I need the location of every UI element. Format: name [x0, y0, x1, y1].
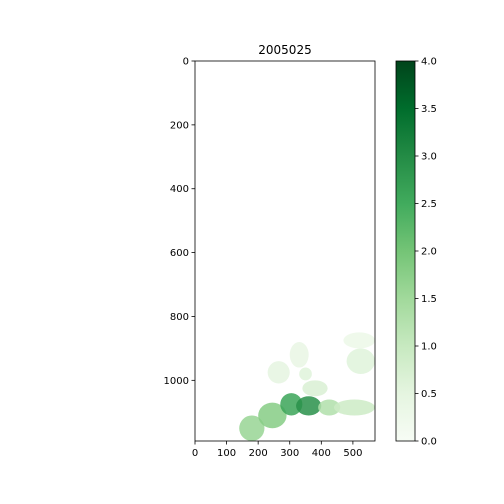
plot-frame [194, 60, 376, 442]
colorbar: 0.0 0.5 1.0 1.5 2.0 2.5 3.0 3.5 4.0 [395, 57, 437, 448]
colorbar-tick-label: 2.5 [421, 199, 437, 210]
y-tick-label: 800 [170, 312, 189, 323]
y-axis: 0 200 400 600 800 1000 [164, 57, 195, 387]
y-tick-label: 200 [170, 120, 189, 131]
colorbar-tick-label: 0.0 [421, 437, 437, 448]
heatmap-region [296, 396, 322, 416]
y-tick-label: 600 [170, 248, 189, 259]
heatmap-area: 0 100 200 300 400 500 0 200 400 600 800 1000 [164, 57, 376, 459]
colorbar-tick-label: 3.0 [421, 152, 437, 163]
heatmap-region [267, 361, 290, 384]
colorbar-tick-label: 1.5 [421, 294, 437, 305]
plot-background [195, 61, 375, 441]
colorbar-tick-label: 3.5 [421, 104, 437, 115]
heatmap-region [302, 380, 328, 397]
colorbar-tick-label: 4.0 [421, 57, 437, 68]
x-tick-label: 500 [343, 448, 362, 459]
heatmap-region [258, 402, 287, 429]
heatmap-region [239, 415, 265, 441]
x-axis: 0 100 200 300 400 500 [192, 441, 362, 459]
x-tick-label: 0 [192, 448, 198, 459]
y-tick-label: 0 [183, 57, 189, 68]
colorbar-tick-label: 0.5 [421, 389, 437, 400]
heatmap-region [280, 393, 303, 416]
colorbar-gradient [395, 60, 416, 442]
colorbar-tick-label: 1.0 [421, 342, 437, 353]
heatmap-region [289, 342, 309, 368]
heatmap-region [318, 399, 341, 416]
colorbar-tick-label: 2.0 [421, 247, 437, 258]
chart-title: 2005025 [258, 43, 311, 57]
y-tick-label: 400 [170, 184, 189, 195]
heatmap-region [346, 348, 375, 374]
x-tick-label: 100 [217, 448, 236, 459]
x-tick-label: 200 [249, 448, 268, 459]
heatmap-region [299, 367, 312, 381]
heatmap-region [333, 399, 375, 416]
y-tick-label: 1000 [164, 376, 189, 387]
heatmap-region [343, 332, 375, 349]
x-tick-label: 300 [280, 448, 299, 459]
x-tick-label: 400 [312, 448, 331, 459]
